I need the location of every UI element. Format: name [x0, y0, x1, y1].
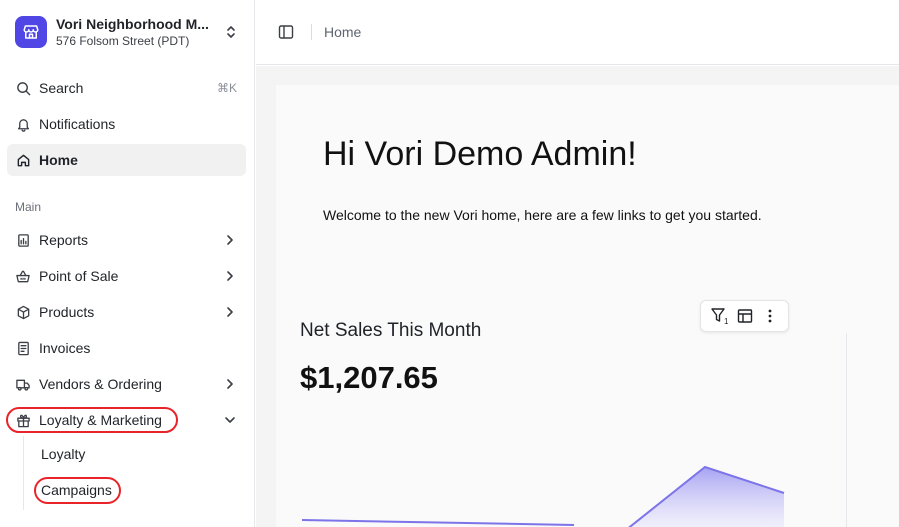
chevron-right-icon — [222, 232, 238, 248]
highlight-campaigns — [34, 477, 121, 504]
widget-title: Net Sales This Month — [300, 320, 482, 341]
home-label: Home — [39, 152, 78, 168]
chevron-up-down-icon[interactable] — [221, 20, 241, 44]
home-item[interactable]: Home — [7, 144, 246, 176]
chart-area — [629, 467, 784, 527]
filter-count-badge: 1 — [724, 317, 729, 325]
section-main-label: Main — [15, 200, 42, 214]
chevron-right-icon — [222, 376, 238, 392]
invoice-icon — [15, 340, 31, 356]
subnav-tree-line — [23, 436, 24, 510]
sidebar: Vori Neighborhood M... 576 Folsom Street… — [0, 0, 255, 527]
basket-icon — [15, 268, 31, 284]
table-view-icon[interactable] — [735, 306, 755, 326]
sidebar-item-reports[interactable]: Reports — [7, 224, 246, 256]
sidebar-item-point-of-sale[interactable]: Point of Sale — [7, 260, 246, 292]
welcome-text: Welcome to the new Vori home, here are a… — [323, 207, 762, 223]
widget-divider — [846, 333, 847, 527]
net-sales-chart — [301, 465, 785, 527]
filter-icon[interactable]: 1 — [710, 306, 730, 326]
store-name: Vori Neighborhood M... — [56, 16, 209, 32]
net-sales-widget: Net Sales This Month $1,207.65 1 — [276, 300, 847, 527]
chevron-right-icon — [222, 268, 238, 284]
report-icon — [15, 232, 31, 248]
widget-toolbar: 1 — [700, 300, 789, 332]
home-card: Hi Vori Demo Admin! Welcome to the new V… — [276, 85, 899, 527]
search-shortcut: ⌘K — [216, 81, 237, 95]
sidebar-item-vendors-ordering[interactable]: Vendors & Ordering — [7, 368, 246, 400]
truck-icon — [15, 376, 31, 392]
sidebar-item-products[interactable]: Products — [7, 296, 246, 328]
bell-icon — [15, 116, 31, 132]
topbar-divider — [311, 24, 312, 40]
search-label: Search — [39, 80, 84, 96]
sidebar-item-label: Products — [39, 304, 95, 320]
more-options-icon[interactable] — [760, 306, 780, 326]
store-icon — [15, 16, 47, 48]
sidebar-item-label: Loyalty & Marketing — [39, 412, 162, 428]
subnav-item-campaigns[interactable]: Campaigns — [41, 482, 112, 498]
highlight-loyalty-marketing — [6, 407, 178, 433]
main-content: Hi Vori Demo Admin! Welcome to the new V… — [256, 66, 899, 527]
sidebar-toggle-icon[interactable] — [277, 23, 295, 41]
store-switcher[interactable]: Vori Neighborhood M... 576 Folsom Street… — [7, 8, 247, 56]
box-icon — [15, 304, 31, 320]
sidebar-item-label: Point of Sale — [39, 268, 119, 284]
sidebar-item-label: Invoices — [39, 340, 91, 356]
chevron-right-icon — [222, 304, 238, 320]
page-title: Hi Vori Demo Admin! — [323, 135, 637, 173]
chart-line-left — [301, 519, 575, 526]
home-icon — [15, 152, 31, 168]
search-item[interactable]: Search ⌘K — [7, 72, 246, 104]
store-address: 576 Folsom Street (PDT) — [56, 34, 190, 48]
notifications-label: Notifications — [39, 116, 116, 132]
search-icon — [15, 80, 31, 96]
subnav-item-loyalty[interactable]: Loyalty — [41, 446, 86, 462]
widget-value: $1,207.65 — [300, 360, 438, 395]
sidebar-item-label: Reports — [39, 232, 89, 248]
sidebar-item-invoices[interactable]: Invoices — [7, 332, 246, 364]
sidebar-item-label: Vendors & Ordering — [39, 376, 162, 392]
chart-line — [628, 465, 785, 527]
top-bar: Home — [256, 0, 899, 65]
breadcrumb[interactable]: Home — [324, 24, 362, 40]
chevron-down-icon — [222, 412, 238, 428]
notifications-item[interactable]: Notifications — [7, 108, 246, 140]
